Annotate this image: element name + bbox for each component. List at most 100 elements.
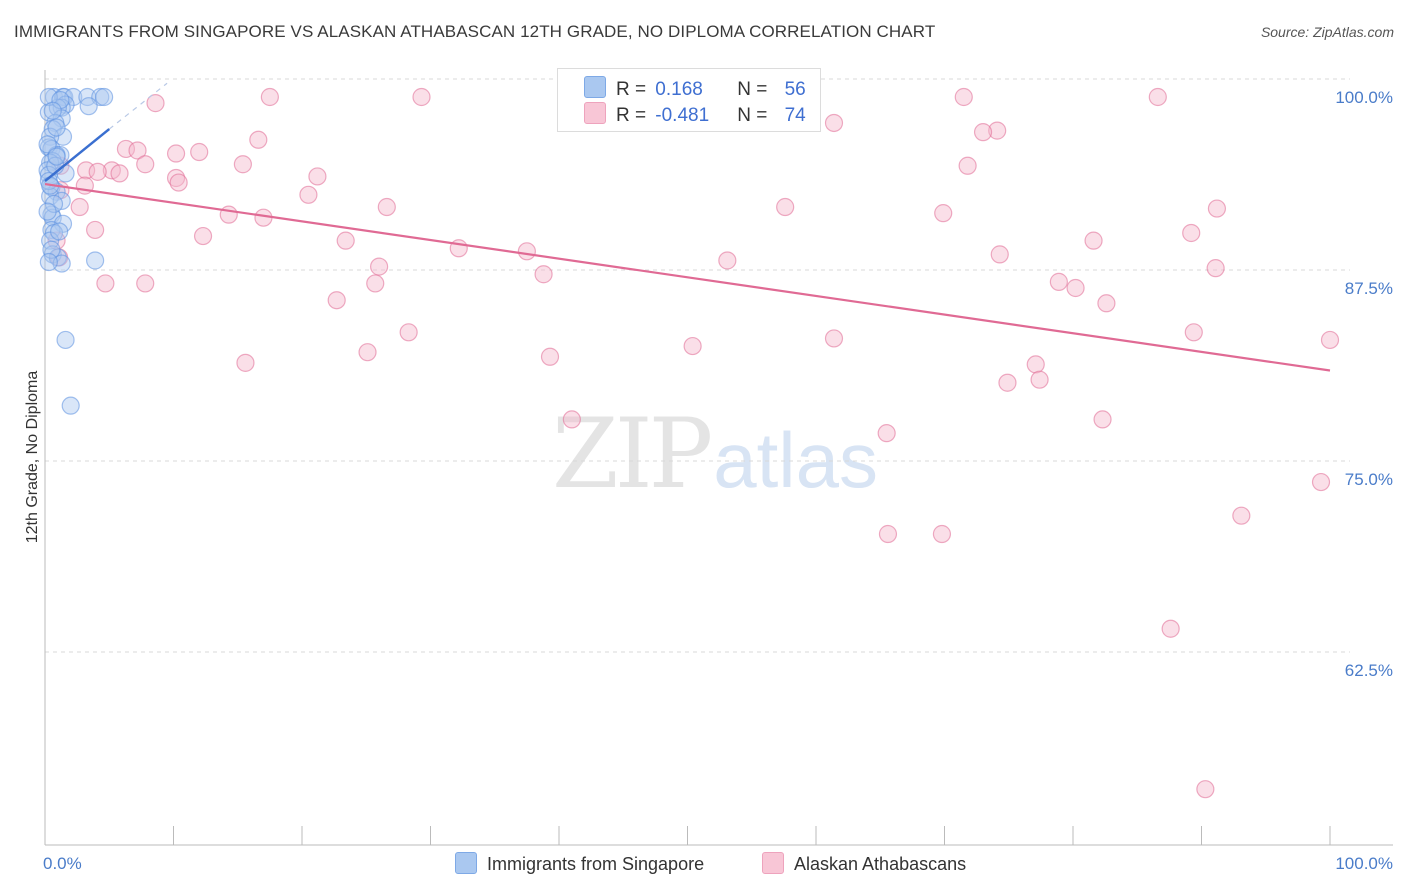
athabascan-point <box>1066 278 1085 298</box>
y-tick-labels: 100.0% 87.5% 75.0% 62.5% <box>1335 88 1393 680</box>
grid-lines <box>45 78 1350 653</box>
athabascan-point <box>958 156 977 175</box>
n-value: 74 <box>784 105 806 126</box>
x-tick-label: 100.0% <box>1335 854 1393 873</box>
athabascan-point <box>1182 223 1201 243</box>
athabascan-point <box>327 291 346 310</box>
athabascan-point <box>1097 294 1116 313</box>
athabascan-point <box>169 173 188 192</box>
athabascan-point <box>1148 87 1167 107</box>
singapore-point <box>53 127 73 146</box>
legend-swatch-athabascan <box>762 852 784 874</box>
athabascan-point <box>562 410 581 429</box>
y-tick-label: 87.5% <box>1345 279 1393 298</box>
singapore-point <box>47 118 66 137</box>
series-singapore-points <box>38 87 114 415</box>
athabascan-point <box>1161 619 1180 638</box>
athabascan-point <box>718 251 737 270</box>
athabascan-point <box>1311 472 1331 492</box>
athabascan-point <box>954 87 973 107</box>
x-tick-label: 0.0% <box>43 854 82 873</box>
n-label: N = <box>737 105 768 126</box>
r-label: R = <box>616 79 647 100</box>
singapore-point <box>47 147 66 166</box>
y-tick-label: 100.0% <box>1335 88 1393 107</box>
athabascan-point <box>412 87 431 107</box>
athabascan-point <box>88 162 107 181</box>
legend-row-singapore: R = 0.168 N = 56 <box>584 76 806 100</box>
legend-label-athabascan: Alaskan Athabascans <box>794 854 967 874</box>
legend-swatch-athabascan <box>584 102 606 124</box>
athabascan-point <box>1206 259 1225 278</box>
athabascan-point <box>517 242 536 261</box>
n-label: N = <box>737 79 768 100</box>
n-value: 56 <box>784 79 806 100</box>
legend-item-athabascan[interactable]: Alaskan Athabascans <box>762 852 966 875</box>
athabascan-point <box>233 155 252 174</box>
athabascan-point <box>136 274 155 293</box>
singapore-point <box>38 135 57 154</box>
singapore-point <box>86 251 105 270</box>
athabascan-point <box>934 204 953 223</box>
singapore-point <box>39 252 58 272</box>
athabascan-point <box>534 265 553 284</box>
legend-swatch-singapore <box>455 852 477 874</box>
athabascan-point <box>377 197 396 217</box>
series-athabascan-points <box>47 87 1340 799</box>
athabascan-point <box>77 161 96 180</box>
watermark: ZIPatlas <box>552 398 878 510</box>
athabascan-point <box>1196 780 1215 799</box>
athabascan-point <box>128 141 147 160</box>
legend-swatch-singapore <box>584 76 606 98</box>
athabascan-point <box>110 164 129 183</box>
athabascan-point <box>166 144 186 163</box>
r-value: 0.168 <box>655 79 703 100</box>
athabascan-point <box>1184 323 1203 342</box>
athabascan-point <box>973 123 993 142</box>
athabascan-point <box>86 220 105 240</box>
athabascan-point <box>70 197 89 217</box>
r-label: R = <box>616 105 647 126</box>
source-label: Source: ZipAtlas.com <box>1260 24 1394 40</box>
athabascan-point <box>116 139 136 159</box>
singapore-point <box>44 194 64 214</box>
athabascan-point <box>366 274 385 293</box>
athabascan-point <box>358 343 377 362</box>
athabascan-point <box>249 130 268 149</box>
athabascan-point <box>1232 506 1251 525</box>
legend-row-athabascan: R = -0.481 N = 74 <box>584 102 806 126</box>
chart-title: IMMIGRANTS FROM SINGAPORE VS ALASKAN ATH… <box>14 22 936 41</box>
athabascan-point <box>193 226 213 246</box>
stats-legend: R = 0.168 N = 56 R = -0.481 N = 74 <box>557 68 821 132</box>
athabascan-point <box>399 323 418 342</box>
trend-lines <box>44 82 1331 372</box>
athabascan-trend-line <box>44 183 1331 372</box>
athabascan-point <box>988 121 1007 140</box>
athabascan-point <box>998 373 1017 392</box>
athabascan-point <box>190 142 209 162</box>
athabascan-point <box>299 185 318 204</box>
athabascan-point <box>1030 370 1049 389</box>
athabascan-point <box>776 197 795 217</box>
athabascan-point <box>932 524 952 544</box>
singapore-trend-line <box>44 128 111 183</box>
athabascan-point <box>683 336 702 356</box>
athabascan-point <box>370 257 389 276</box>
legend-item-singapore[interactable]: Immigrants from Singapore <box>455 852 704 875</box>
athabascan-point <box>1207 199 1227 218</box>
athabascan-point <box>260 87 279 107</box>
athabascan-point <box>1084 231 1103 250</box>
y-axis-label: 12th Grade, No Diploma <box>24 371 41 544</box>
singapore-trend-extension <box>108 82 168 130</box>
singapore-point <box>50 222 69 241</box>
athabascan-point <box>96 274 115 293</box>
athabascan-point <box>136 155 155 174</box>
athabascan-point <box>236 353 255 372</box>
singapore-point <box>39 87 58 107</box>
athabascan-point <box>878 524 898 544</box>
athabascan-point <box>540 347 560 366</box>
singapore-point <box>56 330 75 350</box>
y-tick-label: 75.0% <box>1345 470 1393 489</box>
singapore-point <box>43 101 62 120</box>
athabascan-point <box>219 205 238 224</box>
